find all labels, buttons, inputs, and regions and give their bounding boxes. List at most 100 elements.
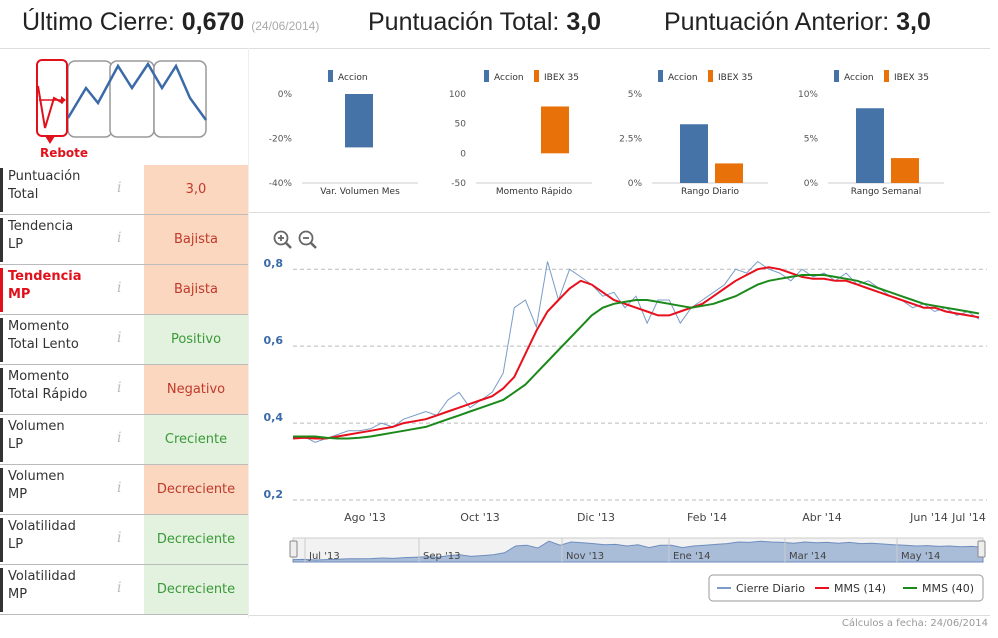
legend-label: Accion <box>668 73 698 83</box>
info-icon[interactable]: i <box>117 180 122 196</box>
y-tick-label: 0,2 <box>264 488 284 501</box>
bar <box>680 124 708 183</box>
legend-swatch <box>834 70 839 82</box>
indicator-label-line: Momento <box>8 319 70 334</box>
series-line <box>292 266 980 440</box>
indicator-label-line: Volatilidad <box>8 569 76 584</box>
indicator-row: Volatilidad MP i Decreciente <box>0 565 248 615</box>
previous-score: Puntuación Anterior: 3,0 <box>664 8 931 36</box>
bar <box>541 106 569 154</box>
indicator-label-line: MP <box>8 287 31 302</box>
indicator-value: Decreciente <box>144 465 248 514</box>
indicator-label: Volumen LP <box>0 418 106 462</box>
y-tick-label: 5% <box>804 135 819 145</box>
indicator-row: Momento Total Rápido i Negativo <box>0 365 248 415</box>
indicator-row: Volatilidad LP i Decreciente <box>0 515 248 565</box>
indicator-row: Momento Total Lento i Positivo <box>0 315 248 365</box>
info-icon[interactable]: i <box>117 430 122 446</box>
indicator-label-line: Puntuación <box>8 169 81 184</box>
indicator-label: Volumen MP <box>0 468 106 512</box>
column-divider <box>248 48 249 618</box>
x-tick-label: Dic '13 <box>577 511 615 524</box>
indicator-label-line: Total <box>8 187 39 202</box>
total-score-value: 3,0 <box>566 8 602 36</box>
legend-swatch <box>884 70 889 82</box>
indicator-value: Negativo <box>144 365 248 414</box>
chart-title: Rango Semanal <box>851 187 922 197</box>
bar <box>345 94 373 148</box>
indicator-label-line: Tendencia <box>8 269 82 284</box>
last-close-date: (24/06/2014) <box>251 19 320 33</box>
footer-divider <box>249 615 990 616</box>
info-icon[interactable]: i <box>117 230 122 246</box>
header: Último Cierre: 0,670 (24/06/2014) Puntua… <box>0 0 998 48</box>
zoom-out-icon[interactable] <box>298 230 318 250</box>
indicator-label-line: Volumen <box>8 419 65 434</box>
y-tick-label: -50 <box>451 179 466 189</box>
indicator-label: Tendencia MP <box>0 268 106 312</box>
navigator-handle[interactable] <box>289 540 298 558</box>
x-tick-label: Abr '14 <box>802 511 842 524</box>
y-tick-label: 5% <box>628 90 643 100</box>
info-icon[interactable]: i <box>117 480 122 496</box>
x-tick-label: Jul '14 <box>951 511 986 524</box>
price-chart[interactable]: 0,8 0,6 0,4 0,2 Ago '13 Oct '13 Dic '13 Feb '14… <box>249 250 990 615</box>
daily-range-chart: Accion IBEX 35 5% 2.5% 0% Rango Diario <box>619 70 768 197</box>
calc-date: Cálculos a fecha: 24/06/2014 <box>841 618 988 629</box>
indicator-label: Puntuación Total <box>0 168 106 212</box>
indicator-row: Volumen MP i Decreciente <box>0 465 248 515</box>
chart-title: Var. Volumen Mes <box>320 187 400 197</box>
legend-label: IBEX 35 <box>718 73 753 83</box>
info-icon[interactable]: i <box>117 380 122 396</box>
legend-swatch <box>534 70 539 82</box>
legend-swatch <box>484 70 489 82</box>
chart-divider <box>249 212 990 213</box>
x-tick-label: Feb '14 <box>687 511 727 524</box>
indicator-label: Volatilidad MP <box>0 568 106 612</box>
x-tick-label: Ago '13 <box>344 511 386 524</box>
chart-title: Rango Diario <box>681 187 740 197</box>
indicator-value: Positivo <box>144 315 248 364</box>
zoom-in-icon[interactable] <box>273 230 293 250</box>
y-tick-label: -40% <box>269 179 293 189</box>
legend-label: Accion <box>844 73 874 83</box>
series-line <box>293 274 980 440</box>
chart-legend <box>708 574 984 602</box>
y-tick-label: 2.5% <box>619 135 642 145</box>
indicator-row: Volumen LP i Creciente <box>0 415 248 465</box>
legend-label: Accion <box>338 73 368 83</box>
navigator-series <box>292 540 984 563</box>
indicator-value: 3,0 <box>144 165 248 214</box>
info-icon[interactable]: i <box>117 280 122 296</box>
legend-label: Cierre Diario <box>736 582 805 595</box>
indicator-label-line: Tendencia <box>8 219 74 234</box>
legend-label: MMS (40) <box>922 582 974 595</box>
navigator-label: Sep '13 <box>423 551 461 562</box>
indicator-table: Puntuación Total i 3,0 Tendencia LP i Bajista Te… <box>0 165 248 615</box>
x-tick-label: Jun '14 <box>909 511 948 524</box>
navigator-handle[interactable] <box>977 540 986 558</box>
y-tick-label: -20% <box>269 135 293 145</box>
info-icon[interactable]: i <box>117 330 122 346</box>
y-tick-label: 0% <box>278 90 293 100</box>
previous-score-value: 3,0 <box>896 8 931 36</box>
fast-momentum-chart: Accion IBEX 35 100 50 0 -50 Momento Rápido <box>449 70 592 197</box>
y-tick-label: 0 <box>460 149 466 159</box>
info-icon[interactable]: i <box>117 530 122 546</box>
chart-title: Momento Rápido <box>496 187 573 197</box>
legend-label: IBEX 35 <box>894 73 929 83</box>
indicator-label: Momento Total Lento <box>0 318 106 362</box>
indicator-value: Creciente <box>144 415 248 464</box>
bar <box>856 108 884 183</box>
indicator-label-line: Total Lento <box>8 337 79 352</box>
navigator-label: Jul '13 <box>308 551 340 562</box>
info-icon[interactable]: i <box>117 580 122 596</box>
indicator-label-line: Total Rápido <box>8 387 88 402</box>
legend-label: IBEX 35 <box>544 73 579 83</box>
last-close-value: 0,670 <box>181 8 245 36</box>
indicator-label: Tendencia LP <box>0 218 106 262</box>
y-tick-label: 0,6 <box>264 334 284 347</box>
indicator-label-line: LP <box>8 237 24 252</box>
header-divider <box>0 48 990 49</box>
weekly-range-chart: Accion IBEX 35 10% 5% 0% Rango Semanal <box>798 70 944 197</box>
